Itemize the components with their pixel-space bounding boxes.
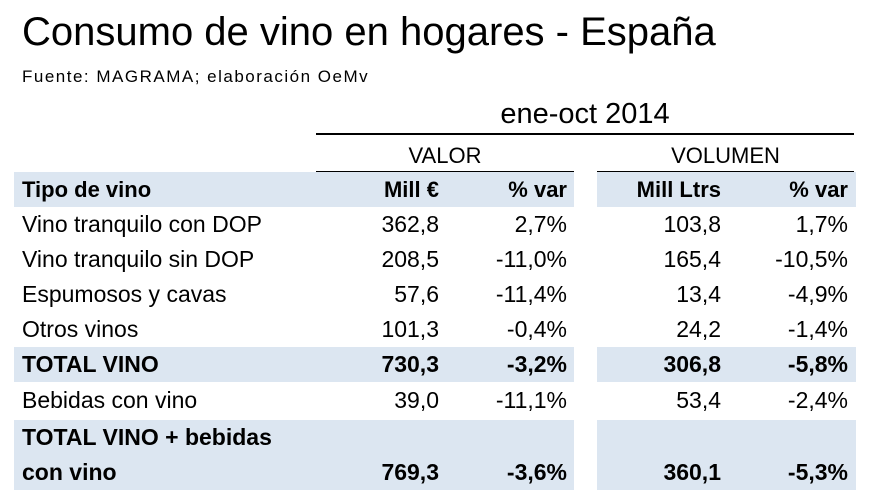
row-tipo: Vino tranquilo con DOP <box>22 211 262 237</box>
table-row: Vino tranquilo sin DOP 208,5 -11,0% 165,… <box>14 242 856 277</box>
row-var-valor: -3,2% <box>506 351 567 377</box>
row-tipo: TOTAL VINO <box>22 351 159 377</box>
row-tipo: Bebidas con vino <box>22 387 198 413</box>
table-row: Bebidas con vino 39,0 -11,1% 53,4 -2,4% <box>14 383 856 418</box>
table-row: Vino tranquilo con DOP 362,8 2,7% 103,8 … <box>14 207 856 242</box>
header-mill-ltrs: Mill Ltrs <box>636 177 721 202</box>
row-mill-eur: 730,3 <box>381 351 439 377</box>
row-mill-eur: 39,0 <box>394 387 439 413</box>
grand-total-var-valor: -3,6% <box>506 459 567 485</box>
row-var-volumen: -1,4% <box>787 316 848 342</box>
row-var-valor: -11,0% <box>495 246 567 272</box>
row-mill-ltrs: 306,8 <box>663 351 721 377</box>
source-note: Fuente: MAGRAMA; elaboración OeMv <box>22 67 370 86</box>
total-band-left <box>14 347 574 382</box>
row-var-valor: -11,1% <box>495 387 567 413</box>
page-title: Consumo de vino en hogares - España <box>22 10 716 54</box>
grand-total-band-right <box>597 420 856 490</box>
header-var-volumen: % var <box>789 177 848 202</box>
row-mill-ltrs: 165,4 <box>663 246 721 272</box>
period-label: ene-oct 2014 <box>500 98 670 130</box>
row-mill-eur: 208,5 <box>381 246 439 272</box>
row-var-volumen: -5,8% <box>787 351 848 377</box>
total-row: TOTAL VINO 730,3 -3,2% 306,8 -5,8% <box>14 347 856 382</box>
row-tipo: Vino tranquilo sin DOP <box>22 246 255 272</box>
header-band-left <box>14 172 574 207</box>
row-mill-ltrs: 53,4 <box>676 387 721 413</box>
header-tipo: Tipo de vino <box>22 177 152 202</box>
grand-total-band-left <box>14 420 574 490</box>
row-var-valor: -11,4% <box>495 281 567 307</box>
table-row: Otros vinos 101,3 -0,4% 24,2 -1,4% <box>14 312 856 347</box>
row-var-volumen: -10,5% <box>775 246 848 272</box>
header-band-right <box>597 172 856 207</box>
grand-total-var-volumen: -5,3% <box>787 459 848 485</box>
row-var-volumen: -2,4% <box>787 387 848 413</box>
grand-total-label-line2: con vino <box>22 459 117 485</box>
grand-total-row: TOTAL VINO + bebidas con vino 769,3 -3,6… <box>14 420 856 490</box>
total-band-right <box>597 347 856 382</box>
table-row: Espumosos y cavas 57,6 -11,4% 13,4 -4,9% <box>14 277 856 312</box>
row-tipo: Espumosos y cavas <box>22 281 227 307</box>
grand-total-mill-eur: 769,3 <box>381 459 439 485</box>
row-var-valor: 2,7% <box>514 211 567 237</box>
grand-total-mill-ltrs: 360,1 <box>663 459 721 485</box>
row-mill-ltrs: 24,2 <box>676 316 721 342</box>
group-volumen-label: VOLUMEN <box>671 143 780 168</box>
group-valor-label: VALOR <box>408 143 482 168</box>
row-mill-eur: 57,6 <box>394 281 439 307</box>
row-mill-eur: 362,8 <box>381 211 439 237</box>
grand-total-label-line1: TOTAL VINO + bebidas <box>22 424 272 450</box>
group-valor-rule <box>316 171 574 172</box>
row-var-volumen: -4,9% <box>787 281 848 307</box>
table-header-row: Tipo de vino Mill € % var Mill Ltrs % va… <box>14 172 856 207</box>
row-var-volumen: 1,7% <box>795 211 848 237</box>
header-mill-eur: Mill € <box>383 177 439 202</box>
header-var-valor: % var <box>508 177 567 202</box>
group-volumen-rule <box>597 171 854 172</box>
row-mill-ltrs: 103,8 <box>663 211 721 237</box>
row-mill-ltrs: 13,4 <box>676 281 721 307</box>
row-tipo: Otros vinos <box>22 316 139 342</box>
period-rule <box>316 133 854 135</box>
row-var-valor: -0,4% <box>506 316 567 342</box>
row-mill-eur: 101,3 <box>381 316 439 342</box>
